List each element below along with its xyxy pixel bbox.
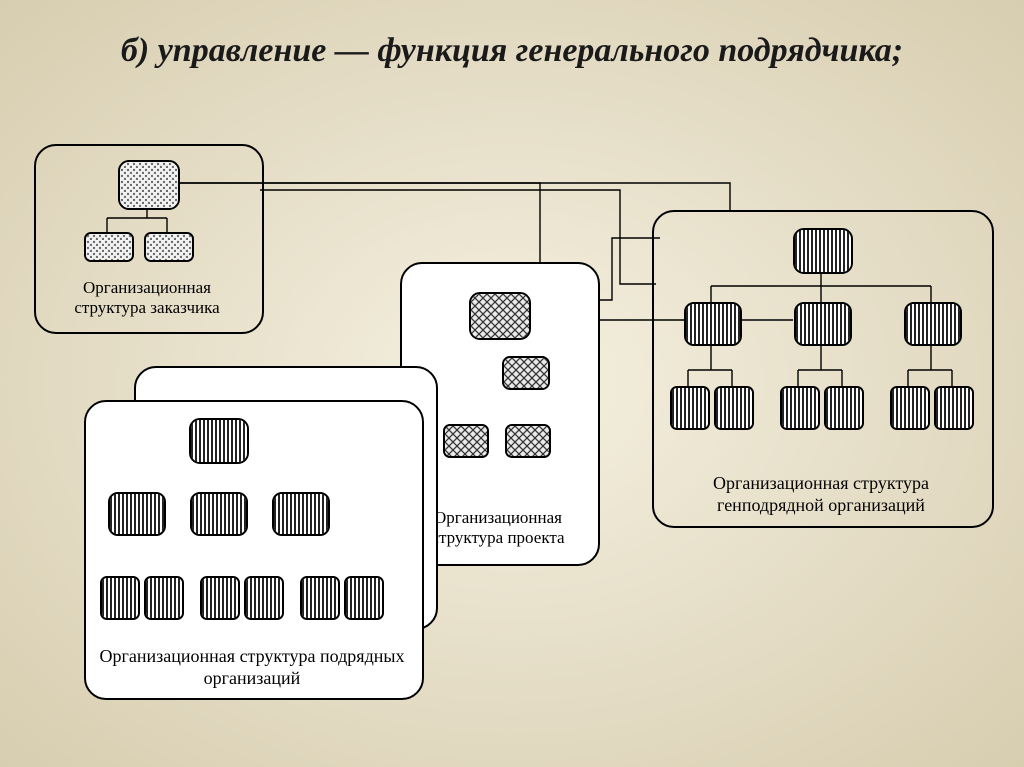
org-node bbox=[670, 386, 710, 430]
org-node bbox=[934, 386, 974, 430]
org-node bbox=[108, 492, 166, 536]
org-node bbox=[824, 386, 864, 430]
org-node bbox=[794, 302, 852, 346]
org-node bbox=[714, 386, 754, 430]
org-node bbox=[118, 160, 180, 210]
org-node bbox=[344, 576, 384, 620]
group-label-gencontractor: Организационная структура генподрядной о… bbox=[666, 473, 976, 516]
org-node bbox=[244, 576, 284, 620]
org-node bbox=[190, 492, 248, 536]
org-node bbox=[443, 424, 489, 458]
group-label-subcontractor: Организационная структура подрядных орга… bbox=[97, 646, 407, 689]
org-node bbox=[780, 386, 820, 430]
org-node bbox=[904, 302, 962, 346]
org-node bbox=[144, 232, 194, 262]
org-node bbox=[84, 232, 134, 262]
page-title: б) управление — функция генерального под… bbox=[62, 32, 962, 70]
org-node bbox=[189, 418, 249, 464]
org-node bbox=[502, 356, 550, 390]
org-node bbox=[300, 576, 340, 620]
org-node bbox=[272, 492, 330, 536]
org-node bbox=[144, 576, 184, 620]
org-node bbox=[890, 386, 930, 430]
org-node bbox=[469, 292, 531, 340]
group-label-customer: Организационная структура заказчика bbox=[47, 278, 247, 319]
org-node bbox=[200, 576, 240, 620]
org-node bbox=[684, 302, 742, 346]
org-node bbox=[793, 228, 853, 274]
org-node bbox=[100, 576, 140, 620]
org-node bbox=[505, 424, 551, 458]
